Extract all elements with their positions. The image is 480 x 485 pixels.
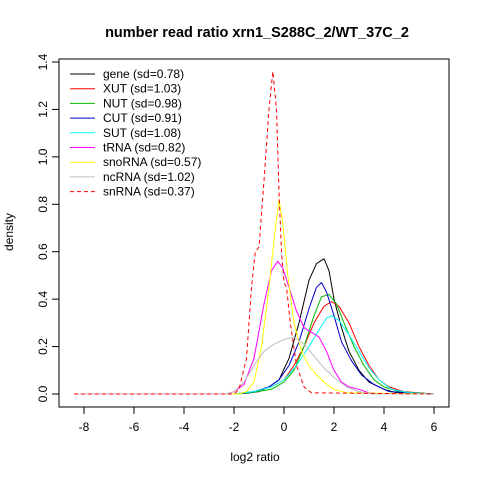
y-axis-label: density (2, 213, 16, 251)
x-tick-label: 4 (381, 420, 388, 434)
series-line (74, 293, 435, 395)
legend-label: snoRNA (sd=0.57) (103, 155, 201, 169)
y-tick-label: 0.0 (36, 385, 50, 402)
y-tick-label: 1.2 (36, 101, 50, 118)
legend: gene (sd=0.78)XUT (sd=1.03)NUT (sd=0.98)… (70, 67, 201, 199)
series-layer (74, 71, 435, 395)
series-line (74, 199, 435, 395)
x-tick-label: 6 (431, 420, 438, 434)
legend-label: tRNA (sd=0.82) (103, 141, 185, 155)
series-line (74, 71, 435, 395)
y-tick-label: 1.0 (36, 148, 50, 165)
x-tick-label: -8 (79, 420, 90, 434)
y-tick-label: 1.4 (36, 53, 50, 70)
y-tick-label: 0.4 (36, 290, 50, 307)
legend-label: CUT (sd=0.91) (103, 111, 182, 125)
x-axis-label: log2 ratio (230, 450, 280, 464)
series-line (74, 260, 434, 395)
legend-label: SUT (sd=1.08) (103, 126, 181, 140)
x-axis: -8 -6 -4 -2 0 2 4 6 (79, 406, 438, 434)
series-line (74, 258, 435, 395)
x-tick-label: -2 (229, 420, 240, 434)
y-tick-label: 0.2 (36, 338, 50, 355)
x-tick-label: -4 (179, 420, 190, 434)
x-tick-label: 2 (331, 420, 338, 434)
legend-label: ncRNA (sd=1.02) (103, 170, 195, 184)
chart-title: number read ratio xrn1_S288C_2/WT_37C_2 (105, 25, 409, 41)
y-axis: 0.0 0.2 0.4 0.6 0.8 1.0 1.2 1.4 (36, 53, 60, 402)
legend-label: gene (sd=0.78) (103, 67, 184, 81)
y-tick-label: 0.6 (36, 243, 50, 260)
legend-label: snRNA (sd=0.37) (103, 185, 195, 199)
series-line (74, 282, 435, 395)
x-tick-label: 0 (281, 420, 288, 434)
series-line (74, 336, 434, 395)
series-line (74, 315, 435, 395)
y-tick-label: 0.8 (36, 196, 50, 213)
x-tick-label: -6 (129, 420, 140, 434)
legend-label: NUT (sd=0.98) (103, 96, 182, 110)
legend-label: XUT (sd=1.03) (103, 82, 181, 96)
